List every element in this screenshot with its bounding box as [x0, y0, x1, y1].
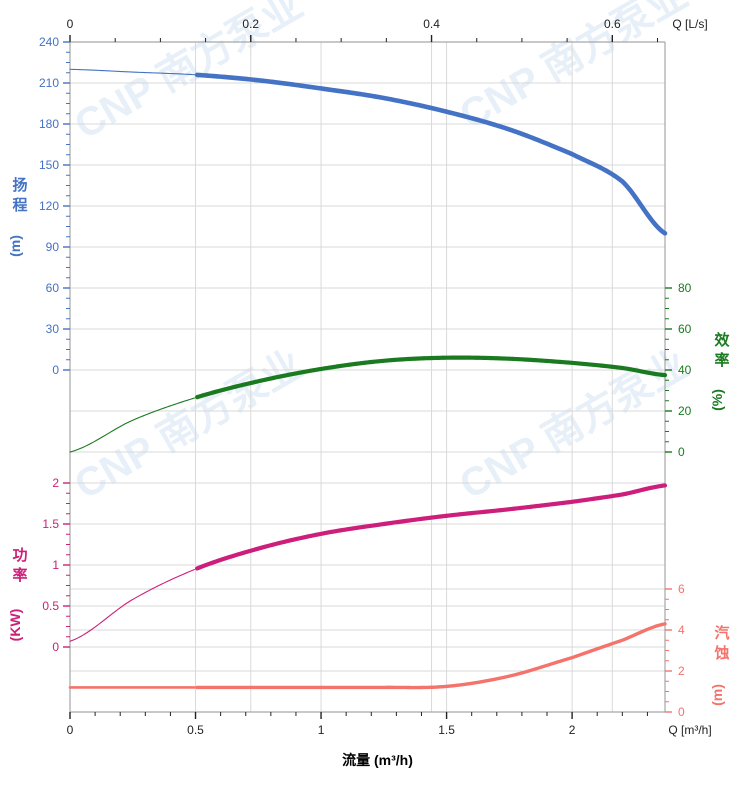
watermark: CNP 南方泵业 — [453, 0, 696, 138]
y-axis-title-head-char: 程 — [12, 197, 27, 214]
tick-label-head: 90 — [46, 240, 60, 254]
tick-label-head: 120 — [39, 199, 59, 213]
tick-label-efficiency: 80 — [678, 281, 692, 295]
tick-label-bottom: 1 — [318, 723, 325, 737]
y-axis-title-power: 功率 (KW) — [7, 547, 28, 641]
curve-power — [195, 483, 668, 571]
curve-head-preduty — [69, 68, 195, 76]
curve-efficiency — [195, 355, 668, 400]
curve-npsh — [195, 622, 667, 690]
tick-label-power: 1.5 — [42, 517, 59, 531]
curve-head — [194, 72, 668, 236]
tick-label-top: 0.2 — [242, 17, 259, 31]
tick-label-head: 240 — [39, 35, 59, 49]
y-axis-title-power-char: 功 — [12, 547, 27, 564]
tick-label-head: 30 — [46, 322, 60, 336]
curve-power-preduty — [69, 569, 195, 642]
y-axis-title-power-char: 率 — [12, 566, 27, 584]
tick-label-npsh: 2 — [678, 664, 685, 678]
tick-label-npsh: 4 — [678, 623, 685, 637]
tick-label-npsh: 6 — [678, 582, 685, 596]
tick-label-top: 0.4 — [423, 17, 440, 31]
curves — [68, 68, 668, 690]
tick-label-bottom: 2 — [569, 723, 576, 737]
y-axis-unit-head: (m) — [7, 235, 23, 257]
y-axis-title-efficiency: 效率 (%) — [709, 331, 730, 411]
y-axis-title-efficiency-char: 效 — [714, 331, 730, 349]
watermark-text: CNP 南方泵业 — [453, 0, 696, 138]
y-axis-title-head-char: 扬 — [12, 176, 27, 194]
tick-label-top: 0.6 — [604, 17, 621, 31]
tick-label-bottom: 0.5 — [187, 723, 204, 737]
tick-label-head: 0 — [52, 363, 59, 377]
y-axis-unit-power: (KW) — [7, 609, 23, 642]
tick-label-power: 0 — [52, 640, 59, 654]
tick-label-head: 60 — [46, 281, 60, 295]
tick-label-top: 0 — [67, 17, 74, 31]
y-axis-title-efficiency-char: 率 — [714, 351, 729, 369]
y-axis-unit-efficiency: (%) — [709, 389, 725, 411]
tick-label-npsh: 0 — [678, 705, 685, 719]
y-axis-title-head: 扬程 (m) — [7, 176, 28, 257]
tick-label-bottom: 1.5 — [438, 723, 455, 737]
tick-label-efficiency: 40 — [678, 363, 692, 377]
y-axis-unit-npsh: (m) — [709, 684, 725, 706]
grid-lines — [69, 41, 665, 713]
tick-label-power: 2 — [52, 476, 59, 490]
tick-label-efficiency: 20 — [678, 404, 692, 418]
axis-corner-label-top: Q [L/s] — [672, 17, 707, 31]
x-axis-title: 流量 (m³/h) — [342, 752, 413, 768]
y-axis-title-npsh: 汽蚀 (m) — [709, 624, 730, 706]
y-axis-title-npsh-char: 汽 — [714, 624, 729, 642]
tick-label-efficiency: 0 — [678, 445, 685, 459]
tick-label-bottom: 0 — [67, 723, 74, 737]
axis-corner-label-bottom: Q [m³/h] — [668, 723, 711, 737]
tick-label-head: 150 — [39, 158, 59, 172]
tick-label-head: 180 — [39, 117, 59, 131]
tick-label-power: 0.5 — [42, 599, 59, 613]
curve-efficiency-preduty — [69, 397, 195, 453]
tick-label-efficiency: 60 — [678, 322, 692, 336]
y-axis-title-npsh-char: 蚀 — [713, 644, 729, 662]
tick-label-power: 1 — [52, 558, 59, 572]
tick-label-head: 210 — [39, 76, 59, 90]
